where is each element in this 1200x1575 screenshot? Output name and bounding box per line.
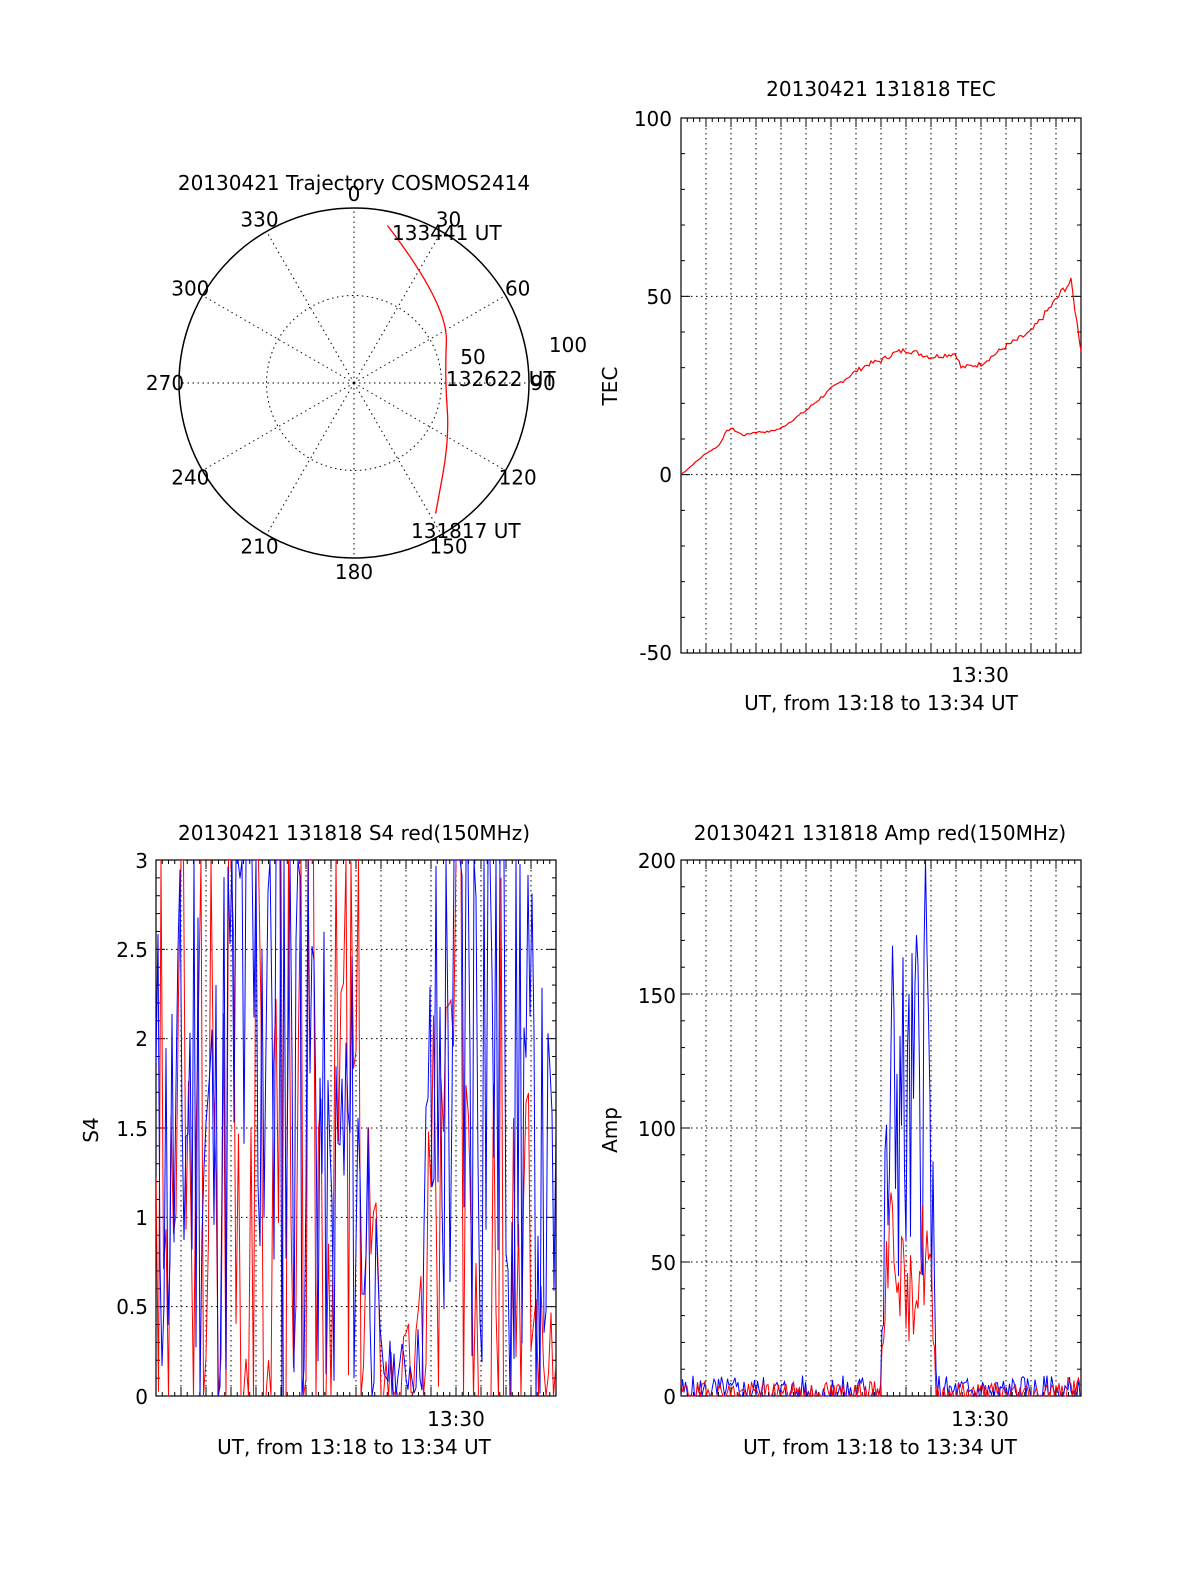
polar-azimuth-label-60: 60: [505, 277, 530, 301]
tec-chart-panel: 20130421 131818 TEC TEC 13:30 UT, from 1…: [598, 77, 1082, 715]
tec-plot-area: [680, 117, 1082, 654]
polar-azimuth-label-0: 0: [348, 182, 361, 206]
amp-title: 20130421 131818 Amp red(150MHz): [694, 821, 1066, 845]
s4-xlabel: UT, from 13:18 to 13:34 UT: [217, 1435, 492, 1459]
polar-trajectory-panel: 20130421 Trajectory COSMOS2414 0 30 60 90 12…: [146, 171, 587, 584]
polar-azimuth-label-180: 180: [335, 560, 373, 584]
tec-xlabel: UT, from 13:18 to 13:34 UT: [744, 691, 1019, 715]
polar-radius-label-100: 100: [549, 333, 587, 357]
amp-ytick-150: 150: [638, 984, 676, 1008]
amp-ytick-50: 50: [651, 1251, 676, 1275]
s4-ytick-2: 2: [135, 1027, 148, 1051]
polar-spoke-210: [266, 382, 355, 535]
tec-ylabel: TEC: [598, 367, 622, 407]
polar-spoke-150: [353, 382, 442, 535]
amp-ytick-100: 100: [638, 1117, 676, 1141]
polar-point-label-start: 131817 UT: [411, 519, 521, 543]
s4-ylabel: S4: [79, 1117, 103, 1142]
polar-radius-label-50: 50: [460, 345, 485, 369]
polar-trajectory-trace: [386, 225, 449, 514]
amp-ylabel: Amp: [598, 1107, 622, 1153]
polar-azimuth-label-240: 240: [171, 466, 209, 490]
tec-ytick-minus50: -50: [639, 641, 672, 665]
s4-chart-panel: 20130421 131818 S4 red(150MHz) S4 13:30 …: [79, 821, 557, 1459]
amp-ytick-0: 0: [663, 1385, 676, 1409]
tec-xtick: 13:30: [951, 663, 1009, 687]
polar-spoke-30: [353, 231, 442, 384]
s4-plot-area: [155, 859, 557, 1397]
polar-spoke-240: [202, 382, 355, 471]
polar-azimuth-label-120: 120: [499, 466, 537, 490]
polar-azimuth-label-270: 270: [146, 371, 184, 395]
tec-ytick-0: 0: [659, 463, 672, 487]
polar-azimuth-label-300: 300: [171, 277, 209, 301]
s4-title: 20130421 131818 S4 red(150MHz): [178, 821, 530, 845]
tec-ytick-50: 50: [647, 285, 672, 309]
amp-xlabel: UT, from 13:18 to 13:34 UT: [743, 1435, 1018, 1459]
polar-azimuth-label-330: 330: [240, 207, 278, 231]
polar-azimuth-label-210: 210: [240, 535, 278, 559]
s4-ytick-0: 0: [135, 1385, 148, 1409]
tec-frame: [680, 117, 1082, 654]
polar-spoke-330: [266, 231, 355, 384]
polar-grid: [178, 207, 530, 559]
polar-spoke-60: [353, 295, 506, 384]
s4-ytick-1: 1: [135, 1206, 148, 1230]
tec-ytick-100: 100: [634, 107, 672, 131]
amp-xtick: 13:30: [951, 1407, 1009, 1431]
s4-ytick-3: 3: [135, 849, 148, 873]
amp-red-line: [680, 1192, 1081, 1398]
polar-title: 20130421 Trajectory COSMOS2414: [178, 171, 530, 195]
tec-line: [680, 277, 1082, 476]
polar-point-label-mid: 132622 UT: [446, 367, 556, 391]
polar-inner-circle: [266, 295, 442, 471]
polar-outer-circle: [178, 207, 530, 559]
amp-ytick-200: 200: [638, 849, 676, 873]
s4-ytick-1-5: 1.5: [116, 1117, 148, 1141]
amp-plot-area: [680, 859, 1082, 1398]
polar-point-label-end: 133441 UT: [392, 221, 502, 245]
amp-chart-panel: 20130421 131818 Amp red(150MHz) Amp 13:3…: [598, 821, 1082, 1459]
polar-azimuth-labels: 0 30 60 90 120 150 180 210 240 270 300 330: [146, 182, 556, 584]
polar-spoke-120: [353, 382, 506, 471]
polar-azimuth-label-90: 90: [530, 371, 555, 395]
polar-spoke-300: [202, 295, 355, 384]
tec-title: 20130421 131818 TEC: [766, 77, 996, 101]
s4-ytick-0-5: 0.5: [116, 1295, 148, 1319]
s4-xtick: 13:30: [427, 1407, 485, 1431]
s4-ytick-2-5: 2.5: [116, 938, 148, 962]
polar-azimuth-label-30: 30: [436, 207, 461, 231]
polar-azimuth-label-150: 150: [429, 535, 467, 559]
polar-trajectory-line: [386, 225, 449, 514]
s4-blue-line: [156, 860, 556, 1396]
